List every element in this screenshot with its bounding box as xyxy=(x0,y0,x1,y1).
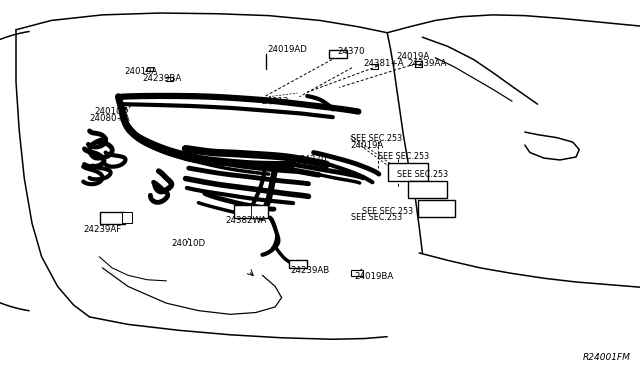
Text: 24019A: 24019A xyxy=(397,52,430,61)
Bar xyxy=(234,205,268,218)
Bar xyxy=(122,212,132,223)
Text: SEE SEC.253: SEE SEC.253 xyxy=(362,207,413,216)
Text: SEE SEC.253: SEE SEC.253 xyxy=(351,134,402,143)
Bar xyxy=(329,50,347,58)
Text: 24270: 24270 xyxy=(300,155,327,164)
Text: 24239AF: 24239AF xyxy=(83,225,122,234)
Text: 24012: 24012 xyxy=(261,97,289,106)
Bar xyxy=(418,200,455,217)
Text: 24019A: 24019A xyxy=(351,141,384,150)
Text: 24019AD: 24019AD xyxy=(268,45,307,54)
Text: 24019BA: 24019BA xyxy=(354,272,393,280)
Text: 24080+A: 24080+A xyxy=(90,114,130,123)
Text: SEE SEC.253: SEE SEC.253 xyxy=(397,170,448,179)
Bar xyxy=(408,181,447,198)
Text: 24010D: 24010D xyxy=(172,239,205,248)
Bar xyxy=(388,163,428,181)
Text: 24019A: 24019A xyxy=(125,67,158,76)
Bar xyxy=(100,212,125,224)
Bar xyxy=(351,270,363,276)
Text: 24239AB: 24239AB xyxy=(291,266,330,275)
Text: R24001FM: R24001FM xyxy=(582,353,630,362)
Text: 24382WA: 24382WA xyxy=(225,216,267,225)
Text: 24370: 24370 xyxy=(337,47,365,56)
Text: 24010D: 24010D xyxy=(95,107,129,116)
Text: 24381+A: 24381+A xyxy=(363,60,403,68)
Text: 24239AA: 24239AA xyxy=(407,60,447,68)
Text: SEE SEC.253: SEE SEC.253 xyxy=(378,153,429,161)
Bar xyxy=(289,260,307,268)
Text: 24239BA: 24239BA xyxy=(142,74,181,83)
Text: SEE SEC.253: SEE SEC.253 xyxy=(351,214,402,222)
